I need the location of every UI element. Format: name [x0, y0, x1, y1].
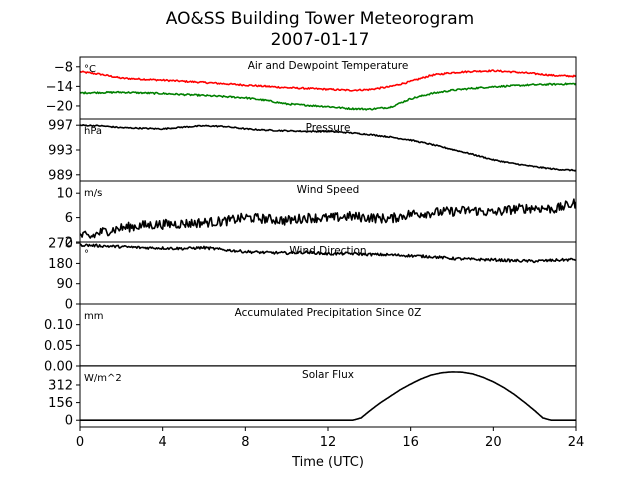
panel-air-and-dewpoint-temperature: −8 −14 −20 °C Air and Dewpoint Temperature [46, 56, 577, 120]
wind-speed-ytick-label: 6 [65, 211, 73, 226]
accumulated-precipitation-since-0z-ytick-label: 0.10 [44, 318, 73, 333]
x-tick-label: 8 [241, 435, 249, 450]
wind-direction-ytick-label: 180 [48, 257, 73, 272]
solar-flux-series-line-0 [80, 371, 576, 422]
wind-speed-ytick-label: 10 [56, 187, 73, 202]
figure-title-line1: AO&SS Building Tower Meteorogram [166, 9, 474, 29]
pressure-panel-title: Pressure [306, 122, 351, 134]
panel-solar-flux: 312 156 0 W/m^2 Solar Flux [48, 365, 577, 429]
pressure-ytick-label: 989 [48, 168, 73, 183]
x-axis: 0 4 8 12 16 20 24 [76, 427, 584, 450]
figure-title-line2: 2007-01-17 [271, 30, 370, 50]
air-and-dewpoint-temperature-series-line-1 [80, 82, 576, 111]
accumulated-precipitation-since-0z-unit-label: mm [84, 311, 103, 322]
panel-accumulated-precipitation-since-0z: 0.10 0.05 0.00 mm Accumulated Precipitation … [44, 303, 577, 375]
solar-flux-ytick-label: 156 [48, 396, 73, 411]
air-and-dewpoint-temperature-ytick-label: −14 [46, 80, 73, 95]
panel-wind-direction: 270 180 90 0 ° Wind Direction [48, 237, 577, 313]
pressure-ytick-label: 997 [48, 119, 73, 134]
wind-speed-ytick-label: 2 [65, 236, 73, 251]
x-tick-label: 0 [76, 435, 84, 450]
wind-direction-ytick-label: 270 [48, 237, 73, 252]
solar-flux-ytick-label: 312 [48, 378, 73, 393]
air-and-dewpoint-temperature-unit-label: °C [84, 64, 96, 75]
air-and-dewpoint-temperature-series-line-0 [80, 69, 576, 92]
pressure-unit-label: hPa [84, 126, 102, 137]
solar-flux-unit-label: W/m^2 [84, 373, 122, 384]
x-tick-label: 4 [159, 435, 167, 450]
solar-flux-ytick-label: 0 [65, 414, 73, 429]
x-axis-label: Time (UTC) [291, 455, 364, 470]
wind-direction-ytick-label: 0 [65, 298, 73, 313]
accumulated-precipitation-since-0z-ytick-label: 0.05 [44, 339, 73, 354]
wind-speed-panel-title: Wind Speed [297, 184, 360, 196]
x-tick-label: 16 [402, 435, 419, 450]
x-tick-label: 24 [568, 435, 585, 450]
wind-direction-unit-label: ° [84, 249, 89, 260]
pressure-ytick-label: 993 [48, 144, 73, 159]
chart-panels: −8 −14 −20 °C Air and Dewpoint Temperature 99… [44, 56, 577, 429]
wind-speed-series-line-0 [80, 198, 576, 239]
wind-direction-ytick-label: 90 [56, 277, 73, 292]
air-and-dewpoint-temperature-ytick-label: −20 [46, 99, 73, 114]
x-tick-label: 12 [320, 435, 337, 450]
solar-flux-panel-title: Solar Flux [302, 369, 354, 381]
air-and-dewpoint-temperature-ytick-label: −8 [54, 60, 73, 75]
pressure-series-line-0 [80, 124, 576, 172]
wind-speed-unit-label: m/s [84, 188, 102, 199]
x-tick-label: 20 [485, 435, 502, 450]
panel-wind-speed: 10 6 2 m/s Wind Speed [56, 180, 577, 251]
accumulated-precipitation-since-0z-panel-title: Accumulated Precipitation Since 0Z [235, 307, 422, 319]
air-and-dewpoint-temperature-panel-title: Air and Dewpoint Temperature [248, 60, 409, 72]
wind-direction-panel-title: Wind Direction [289, 245, 366, 257]
accumulated-precipitation-since-0z-ytick-label: 0.00 [44, 360, 73, 375]
panel-pressure: 997 993 989 hPa Pressure [48, 118, 577, 183]
wind-direction-series-line-0 [80, 243, 576, 264]
